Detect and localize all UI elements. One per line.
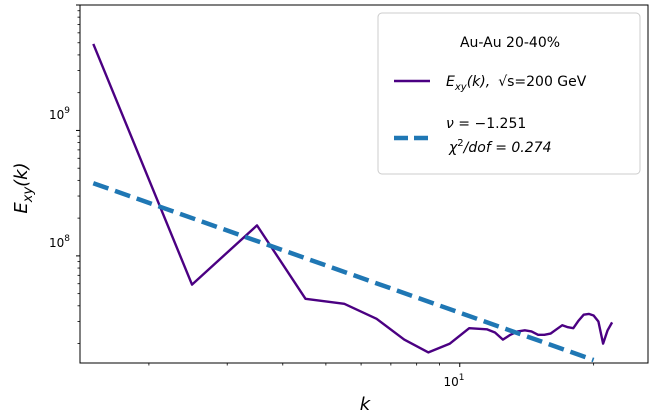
series-layer (92, 43, 614, 363)
legend-entry-data: Exy(k), √s=200 GeV (446, 74, 587, 93)
legend: Au-Au 20-40% Exy(k), √s=200 GeV ν = −1.25… (377, 12, 641, 175)
ticks-layer (76, 4, 595, 367)
x-tick-label: 101 (443, 373, 464, 389)
legend-box (377, 12, 641, 175)
legend-entry-fit-nu: ν = −1.251 (446, 116, 526, 132)
y-axis-label: Exy(k) (11, 162, 36, 213)
data-series-line (92, 43, 614, 354)
x-axis-label: k (360, 394, 372, 415)
fit-line (92, 181, 595, 363)
legend-title: Au-Au 20-40% (460, 35, 560, 51)
y-tick-label: 108 (49, 234, 70, 250)
legend-entry-fit-chi: χ2/dof = 0.274 (448, 138, 551, 156)
plot-frame (79, 4, 649, 364)
y-tick-label: 109 (49, 106, 70, 122)
